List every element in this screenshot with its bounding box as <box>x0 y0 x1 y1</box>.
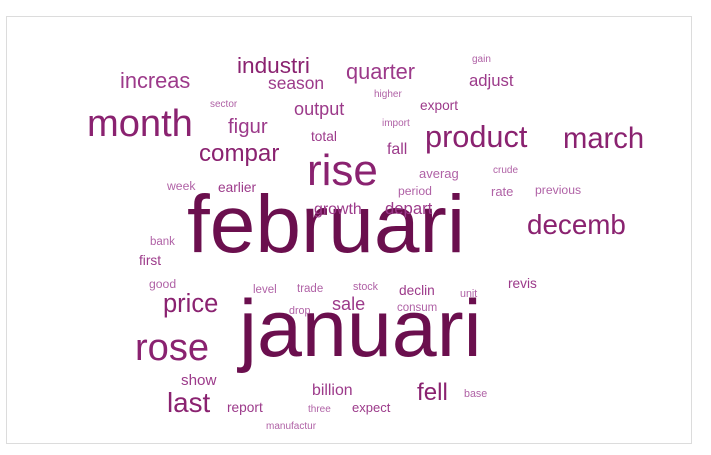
word-march: march <box>563 123 644 155</box>
word-bank: bank <box>150 236 175 248</box>
word-total: total <box>311 129 337 144</box>
word-trade: trade <box>297 283 323 295</box>
word-industri: industri <box>237 53 310 78</box>
word-februari: februari <box>187 179 465 270</box>
word-rose: rose <box>135 327 209 369</box>
word-fall: fall <box>387 141 407 158</box>
word-product: product <box>425 119 528 154</box>
word-increas: increas <box>120 68 190 93</box>
word-crude: crude <box>493 165 518 176</box>
word-manufactur: manufactur <box>266 421 317 432</box>
word-cloud-panel: februari januari rise month rose product march… <box>6 16 692 444</box>
word-show: show <box>181 372 216 389</box>
word-higher: higher <box>374 89 402 100</box>
word-gain: gain <box>472 54 491 65</box>
word-period: period <box>398 184 432 198</box>
word-sector: sector <box>210 99 238 110</box>
word-compar: compar <box>199 140 279 167</box>
word-revis: revis <box>508 276 537 291</box>
word-growth: growth <box>314 201 362 218</box>
word-cloud: februari januari rise month rose product march… <box>87 53 644 432</box>
word-import: import <box>382 118 410 129</box>
word-season: season <box>268 73 324 93</box>
word-figur: figur <box>228 116 268 138</box>
word-good: good <box>149 277 176 291</box>
word-rise: rise <box>307 146 378 195</box>
word-declin: declin <box>399 283 435 298</box>
word-averag: averag <box>419 166 459 181</box>
word-report: report <box>227 400 263 415</box>
word-week: week <box>166 179 196 193</box>
word-unit: unit <box>460 288 477 300</box>
word-depart: depart <box>385 199 433 218</box>
word-rate: rate <box>491 184 513 199</box>
word-three: three <box>308 404 331 415</box>
word-price: price <box>163 290 218 318</box>
word-first: first <box>139 253 161 268</box>
word-previous: previous <box>535 183 581 197</box>
word-level: level <box>253 284 277 296</box>
word-month: month <box>87 103 193 145</box>
word-billion: billion <box>312 382 353 399</box>
word-base: base <box>464 388 487 400</box>
word-export: export <box>420 98 458 113</box>
word-decemb: decemb <box>527 209 626 240</box>
word-januari: januari <box>237 284 482 374</box>
word-expect: expect <box>352 400 391 415</box>
word-earlier: earlier <box>218 180 256 195</box>
word-fell: fell <box>417 379 448 406</box>
word-stock: stock <box>353 281 379 293</box>
word-output: output <box>294 99 344 119</box>
word-drop: drop <box>289 305 310 317</box>
word-consum: consum <box>397 302 437 314</box>
word-quarter: quarter <box>346 59 415 84</box>
word-adjust: adjust <box>469 71 514 90</box>
word-sale: sale <box>332 294 365 314</box>
word-last: last <box>167 387 211 418</box>
